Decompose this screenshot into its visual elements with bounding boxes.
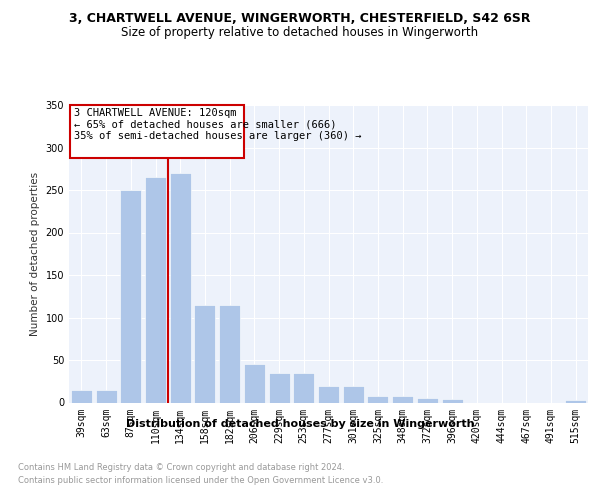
Text: 3 CHARTWELL AVENUE: 120sqm: 3 CHARTWELL AVENUE: 120sqm	[74, 108, 236, 118]
Text: Contains HM Land Registry data © Crown copyright and database right 2024.: Contains HM Land Registry data © Crown c…	[18, 462, 344, 471]
Text: Distribution of detached houses by size in Wingerworth: Distribution of detached houses by size …	[126, 419, 474, 429]
Bar	[417, 398, 438, 402]
Bar	[392, 396, 413, 402]
Text: 3, CHARTWELL AVENUE, WINGERWORTH, CHESTERFIELD, S42 6SR: 3, CHARTWELL AVENUE, WINGERWORTH, CHESTE…	[69, 12, 531, 26]
Text: 35% of semi-detached houses are larger (360) →: 35% of semi-detached houses are larger (…	[74, 132, 361, 141]
Text: ← 65% of detached houses are smaller (666): ← 65% of detached houses are smaller (66…	[74, 120, 337, 130]
Bar	[219, 304, 240, 402]
Bar	[442, 399, 463, 402]
Bar	[244, 364, 265, 403]
Bar	[565, 400, 586, 402]
Bar	[95, 390, 116, 402]
Bar	[71, 390, 92, 402]
Bar	[194, 304, 215, 402]
FancyBboxPatch shape	[70, 105, 244, 158]
Bar	[343, 386, 364, 402]
Bar	[145, 178, 166, 402]
Text: Contains public sector information licensed under the Open Government Licence v3: Contains public sector information licen…	[18, 476, 383, 485]
Bar	[367, 396, 388, 402]
Bar	[269, 373, 290, 402]
Y-axis label: Number of detached properties: Number of detached properties	[30, 172, 40, 336]
Bar	[318, 386, 339, 402]
Text: Size of property relative to detached houses in Wingerworth: Size of property relative to detached ho…	[121, 26, 479, 39]
Bar	[170, 173, 191, 402]
Bar	[120, 190, 141, 402]
Bar	[293, 373, 314, 402]
